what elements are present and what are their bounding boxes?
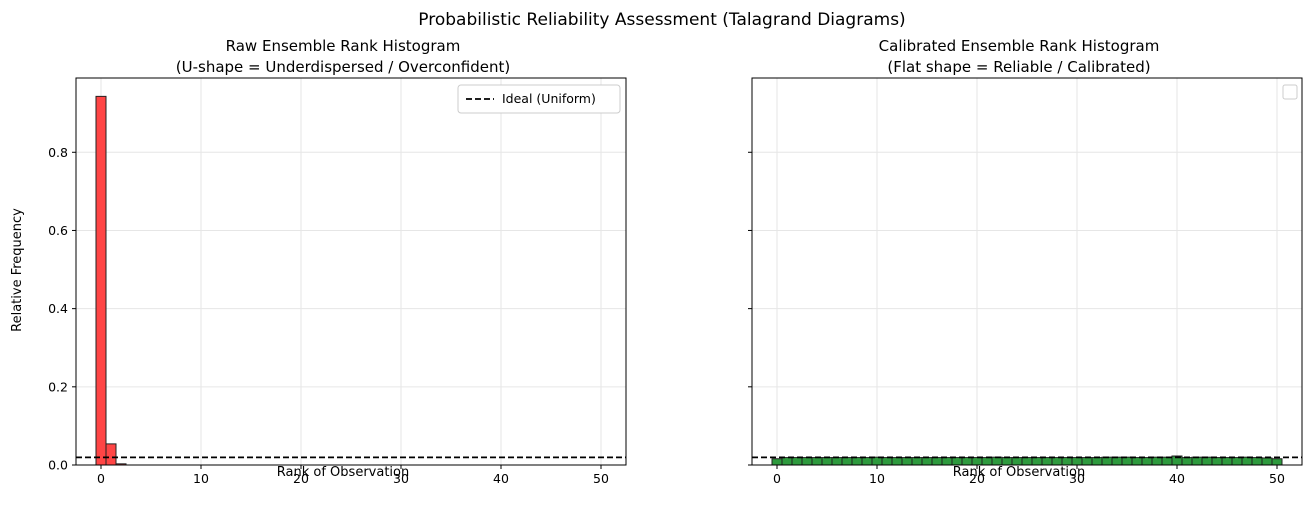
calibrated-chart-title-line1: Calibrated Ensemble Rank Histogram <box>879 37 1160 55</box>
calibrated-bar-rank-4 <box>811 457 823 466</box>
calibrated-bar-rank-24 <box>1011 457 1023 466</box>
calibrated-bar-rank-38 <box>1151 456 1163 466</box>
calibrated-bar-rank-7 <box>841 457 853 466</box>
calibrated-bar-rank-11 <box>881 457 893 466</box>
raw-legend: Ideal (Uniform) <box>457 84 621 114</box>
raw-x-axis-label: Rank of Observation <box>277 465 409 480</box>
calibrated-xtick-label-2: 20 <box>969 471 985 486</box>
calibrated-bar-rank-29 <box>1061 457 1073 466</box>
calibrated-legend-box <box>1282 84 1298 100</box>
calibrated-bar-rank-23 <box>1001 457 1013 466</box>
raw-axes-frame <box>75 77 627 466</box>
calibrated-bar-rank-3 <box>801 457 813 466</box>
calibrated-bar-rank-28 <box>1051 457 1063 466</box>
calibrated-bar-rank-47 <box>1241 456 1253 466</box>
raw-ytick-label-0: 0.0 <box>48 458 68 473</box>
calibrated-xtick-label-5: 50 <box>1269 471 1285 486</box>
calibrated-bar-rank-27 <box>1041 457 1053 466</box>
calibrated-bar-rank-14 <box>911 457 923 466</box>
raw-legend-label: Ideal (Uniform) <box>502 91 596 106</box>
raw-ytick-label-4: 0.8 <box>48 145 68 160</box>
calibrated-bar-rank-43 <box>1201 456 1213 466</box>
calibrated-bar-rank-19 <box>961 457 973 466</box>
calibrated-bar-rank-0 <box>771 458 783 466</box>
calibrated-bar-rank-26 <box>1031 457 1043 466</box>
raw-grid <box>76 78 626 466</box>
raw-bar-rank-0 <box>95 95 107 466</box>
calibrated-bar-rank-1 <box>781 457 793 466</box>
calibrated-bar-rank-35 <box>1121 456 1133 466</box>
calibrated-bar-rank-50 <box>1271 458 1283 466</box>
calibrated-bar-rank-39 <box>1161 456 1173 466</box>
raw-bars <box>95 95 127 466</box>
raw-y-axis-label: Relative Frequency <box>10 208 25 332</box>
calibrated-xtick-label-1: 10 <box>869 471 885 486</box>
calibrated-bar-rank-34 <box>1111 456 1123 466</box>
calibrated-bar-rank-37 <box>1141 457 1153 466</box>
calibrated-bar-rank-33 <box>1101 456 1113 466</box>
calibrated-bar-rank-49 <box>1261 457 1273 466</box>
calibrated-chart-title-line2: (Flat shape = Reliable / Calibrated) <box>887 58 1150 76</box>
calibrated-bar-rank-48 <box>1251 457 1263 466</box>
raw-ytick-label-1: 0.2 <box>48 379 68 394</box>
raw-bar-rank-1 <box>105 443 117 466</box>
calibrated-bar-rank-9 <box>861 457 873 466</box>
figure-suptitle: Probabilistic Reliability Assessment (Ta… <box>418 10 905 30</box>
calibrated-xtick-label-3: 30 <box>1069 471 1085 486</box>
calibrated-bar-rank-32 <box>1091 457 1103 466</box>
calibrated-histogram-panel: Calibrated Ensemble Rank Histogram (Flat… <box>748 37 1303 486</box>
raw-xtick-label-3: 30 <box>393 471 409 486</box>
calibrated-bar-rank-8 <box>851 457 863 466</box>
calibrated-bar-rank-21 <box>981 457 993 466</box>
raw-chart-title-line2: (U-shape = Underdispersed / Overconfiden… <box>176 58 510 76</box>
calibrated-bar-rank-17 <box>941 457 953 466</box>
calibrated-bar-rank-41 <box>1181 457 1193 466</box>
calibrated-bar-rank-6 <box>831 457 843 466</box>
calibrated-bar-rank-16 <box>931 457 943 466</box>
calibrated-grid <box>752 78 1302 466</box>
raw-xtick-label-4: 40 <box>493 471 509 486</box>
calibrated-xtick-label-0: 0 <box>773 471 781 486</box>
calibrated-bar-rank-44 <box>1211 457 1223 466</box>
calibrated-bar-rank-45 <box>1221 457 1233 466</box>
calibrated-bar-rank-31 <box>1081 457 1093 466</box>
calibrated-ticks: 0 10 20 30 40 50 <box>748 151 1285 486</box>
calibrated-bar-rank-2 <box>791 457 803 466</box>
raw-xtick-label-1: 10 <box>193 471 209 486</box>
calibrated-bar-rank-13 <box>901 457 913 466</box>
raw-ticks: 0 10 20 30 40 50 0.0 0.2 0.4 0.6 0.8 <box>48 145 609 486</box>
calibrated-axes-frame <box>751 77 1303 466</box>
raw-histogram-panel: Raw Ensemble Rank Histogram (U-shape = U… <box>10 37 627 486</box>
raw-ytick-label-2: 0.4 <box>48 301 68 316</box>
calibrated-bar-rank-36 <box>1131 457 1143 466</box>
raw-xtick-label-0: 0 <box>97 471 105 486</box>
calibrated-bar-rank-18 <box>951 457 963 466</box>
calibrated-bar-rank-10 <box>871 456 883 466</box>
calibrated-bar-rank-42 <box>1191 456 1203 466</box>
calibrated-bar-rank-5 <box>821 457 833 466</box>
calibrated-bar-rank-22 <box>991 456 1003 466</box>
calibrated-xtick-label-4: 40 <box>1169 471 1185 486</box>
raw-xtick-label-2: 20 <box>293 471 309 486</box>
calibrated-bar-rank-15 <box>921 457 933 466</box>
calibrated-bar-rank-46 <box>1231 457 1243 466</box>
calibrated-x-axis-label: Rank of Observation <box>953 465 1085 480</box>
calibrated-legend <box>1282 84 1298 100</box>
raw-ytick-label-3: 0.6 <box>48 223 68 238</box>
calibrated-bar-rank-25 <box>1021 457 1033 466</box>
raw-chart-title-line1: Raw Ensemble Rank Histogram <box>226 37 461 55</box>
raw-legend-box <box>457 84 621 114</box>
raw-xtick-label-5: 50 <box>593 471 609 486</box>
calibrated-bar-rank-30 <box>1071 457 1083 466</box>
calibrated-bar-rank-20 <box>971 457 983 466</box>
calibrated-bar-rank-12 <box>891 457 903 466</box>
